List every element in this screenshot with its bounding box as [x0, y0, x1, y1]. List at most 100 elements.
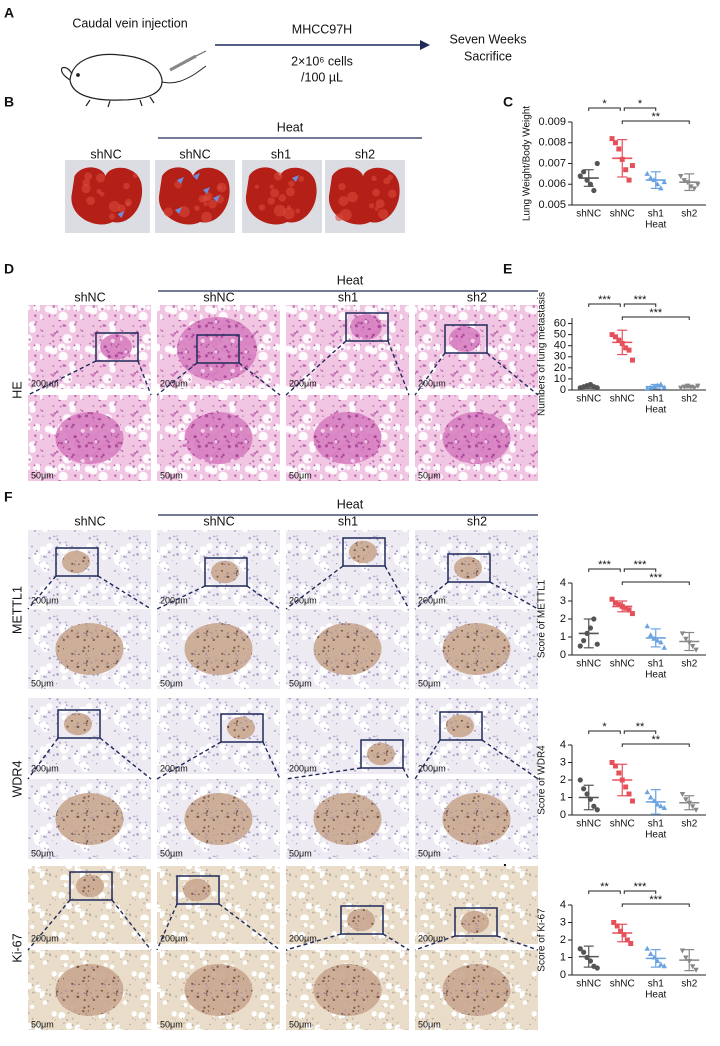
significance-label: ***	[649, 572, 663, 584]
significance-bracket	[621, 120, 690, 124]
panel-label: B	[4, 94, 14, 110]
stain-label: HE	[10, 381, 24, 398]
data-point	[661, 644, 667, 650]
zoom-guide	[238, 362, 281, 396]
significance-label: **	[636, 721, 645, 733]
data-point	[658, 961, 664, 967]
panel-label: F	[4, 489, 13, 505]
zoom-guide	[496, 935, 539, 951]
tumor-zoom	[184, 623, 253, 675]
scale-bar-label: 200μm	[160, 763, 188, 773]
group-header: Heat	[337, 497, 364, 511]
zoom-box	[69, 871, 113, 901]
data-point	[683, 797, 689, 803]
tumor-zoom	[55, 964, 124, 1016]
scale-bar-label: 200μm	[418, 378, 446, 388]
data-point	[623, 784, 629, 790]
data-point	[658, 803, 664, 809]
x-group-label: Heat	[645, 830, 666, 841]
significance-bracket	[588, 890, 621, 894]
y-tick-label: 0	[560, 969, 566, 981]
data-point	[628, 941, 634, 946]
tumor-region	[454, 556, 482, 580]
histology-image	[28, 530, 151, 606]
y-tick-label: 30	[554, 351, 566, 363]
zoom-guide	[382, 933, 410, 951]
scale-bar-label: 200μm	[31, 595, 59, 605]
data-point	[581, 786, 587, 792]
schematic-text: Seven Weeks	[450, 32, 527, 46]
significance-label: *	[602, 98, 607, 110]
data-point	[691, 186, 698, 192]
data-point	[594, 807, 600, 813]
y-tick-label: 60	[554, 317, 566, 329]
significance-label: ***	[598, 559, 612, 571]
significance-bracket	[623, 730, 657, 734]
x-tick-label: sh2	[681, 209, 698, 220]
schematic-text: /100 µL	[301, 70, 343, 84]
zoom-guide	[99, 737, 152, 780]
tumor-region	[349, 540, 377, 564]
tumor-zoom	[313, 623, 382, 675]
y-tick-label: 1	[560, 791, 566, 803]
data-point	[681, 178, 687, 184]
significance-label: *	[638, 98, 643, 110]
zoom-guide	[137, 360, 152, 396]
data-point	[683, 636, 689, 642]
scale-bar-label: 50μm	[31, 470, 54, 480]
metastasis-arrow	[203, 187, 210, 194]
metastasis-arrow	[193, 173, 200, 180]
data-point	[629, 357, 635, 363]
group-label: shNC	[203, 514, 234, 528]
metastasis-arrow	[177, 177, 184, 184]
scale-bar-label: 200μm	[31, 763, 59, 773]
data-point	[577, 946, 583, 952]
x-tick-label: sh1	[648, 209, 665, 220]
zoom-box	[204, 557, 248, 587]
data-point	[658, 185, 664, 191]
group-label: sh1	[338, 290, 358, 304]
zoom-guide	[156, 362, 198, 396]
data-point	[647, 951, 654, 956]
data-point	[679, 631, 686, 637]
data-point	[661, 179, 667, 185]
zoom-guide	[481, 739, 539, 780]
scale-bar-label: 200μm	[418, 933, 446, 943]
tumor-region	[347, 908, 375, 932]
x-tick-label: shNC	[576, 819, 601, 830]
data-point	[612, 140, 618, 146]
data-point	[644, 623, 650, 629]
y-axis-label: Score of WDR4	[537, 745, 548, 815]
data-point	[594, 160, 600, 167]
y-tick-label: 0.006	[538, 178, 566, 190]
y-tick-label: 20	[554, 362, 566, 374]
data-point	[644, 789, 650, 795]
y-tick-label: 3	[560, 756, 566, 768]
histology-image	[286, 866, 409, 944]
x-tick-label: sh1	[648, 659, 665, 670]
arrow-head	[420, 40, 430, 50]
zoom-box	[447, 553, 491, 583]
zoom-guide	[97, 575, 152, 610]
data-point	[591, 803, 597, 809]
tumor-zoom	[184, 964, 253, 1016]
zoom-guide	[27, 899, 71, 951]
x-group-label: Heat	[645, 405, 666, 416]
x-tick-label: shNC	[610, 979, 635, 990]
schematic-text: Caudal vein injection	[72, 16, 187, 30]
data-point	[678, 173, 684, 179]
y-tick-label: 0.007	[538, 157, 566, 169]
tumor-region	[177, 317, 257, 381]
significance-bracket	[621, 743, 690, 747]
scale-bar-label: 50μm	[289, 1019, 312, 1029]
scale-bar-label: 50μm	[289, 470, 312, 480]
lung-tissue	[71, 167, 143, 225]
tumor-region	[367, 742, 395, 766]
tumor-region	[446, 714, 474, 738]
x-tick-label: sh1	[648, 394, 665, 405]
scale-bar-label: 50μm	[31, 1019, 54, 1029]
group-label: sh2	[467, 290, 487, 304]
y-tick-label: 0	[560, 809, 566, 821]
significance-label: ***	[649, 307, 663, 319]
